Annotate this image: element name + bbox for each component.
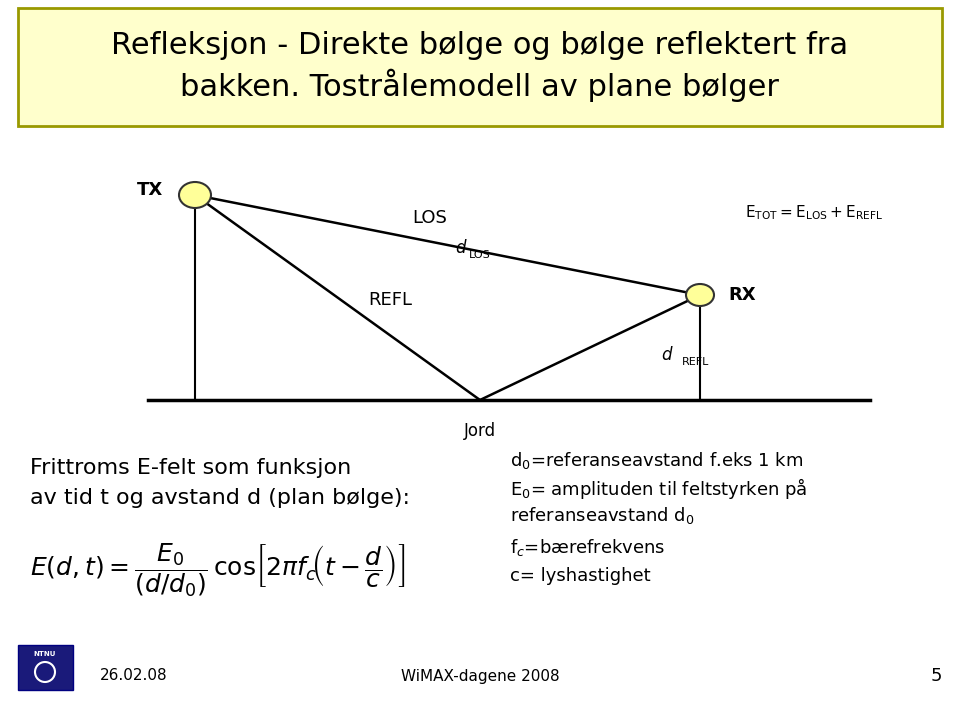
Text: RX: RX	[728, 286, 756, 304]
Text: av tid t og avstand d (plan bølge):: av tid t og avstand d (plan bølge):	[30, 488, 410, 508]
FancyBboxPatch shape	[18, 8, 942, 126]
FancyBboxPatch shape	[18, 645, 73, 690]
Text: Jord: Jord	[464, 422, 496, 440]
Ellipse shape	[686, 284, 714, 306]
Text: NTNU: NTNU	[34, 651, 57, 657]
Text: 5: 5	[930, 667, 942, 685]
Text: d: d	[661, 346, 672, 364]
Text: REFL: REFL	[368, 291, 412, 309]
Text: LOS: LOS	[469, 250, 491, 260]
Text: Frittroms E-felt som funksjon: Frittroms E-felt som funksjon	[30, 458, 351, 478]
Text: Refleksjon - Direkte bølge og bølge reflektert fra: Refleksjon - Direkte bølge og bølge refl…	[111, 31, 849, 59]
Text: referanseavstand d$_0$: referanseavstand d$_0$	[510, 506, 695, 526]
Text: c= lyshastighet: c= lyshastighet	[510, 567, 651, 585]
Ellipse shape	[179, 182, 211, 208]
Text: $\mathrm{E_{TOT}=E_{LOS}+E_{REFL}}$: $\mathrm{E_{TOT}=E_{LOS}+E_{REFL}}$	[745, 203, 883, 222]
Text: d: d	[455, 239, 466, 257]
Text: WiMAX-dagene 2008: WiMAX-dagene 2008	[400, 668, 560, 683]
Text: E$_0$= amplituden til feltstyrken på: E$_0$= amplituden til feltstyrken på	[510, 476, 807, 501]
Text: $E(d,t) = \dfrac{E_0}{(d/d_0)}\,\cos\!\left[2\pi f_c\!\left(t - \dfrac{d}{c}\rig: $E(d,t) = \dfrac{E_0}{(d/d_0)}\,\cos\!\l…	[30, 541, 405, 598]
Text: d$_0$=referanseavstand f.eks 1 km: d$_0$=referanseavstand f.eks 1 km	[510, 450, 804, 471]
Text: REFL: REFL	[682, 357, 709, 367]
Text: 26.02.08: 26.02.08	[100, 668, 168, 683]
Text: f$_c$=bærefrekvens: f$_c$=bærefrekvens	[510, 538, 665, 558]
Text: LOS: LOS	[413, 209, 447, 227]
Circle shape	[40, 667, 50, 677]
Text: TX: TX	[136, 181, 163, 199]
Text: bakken. Tostrålemodell av plane bølger: bakken. Tostrålemodell av plane bølger	[180, 69, 780, 101]
